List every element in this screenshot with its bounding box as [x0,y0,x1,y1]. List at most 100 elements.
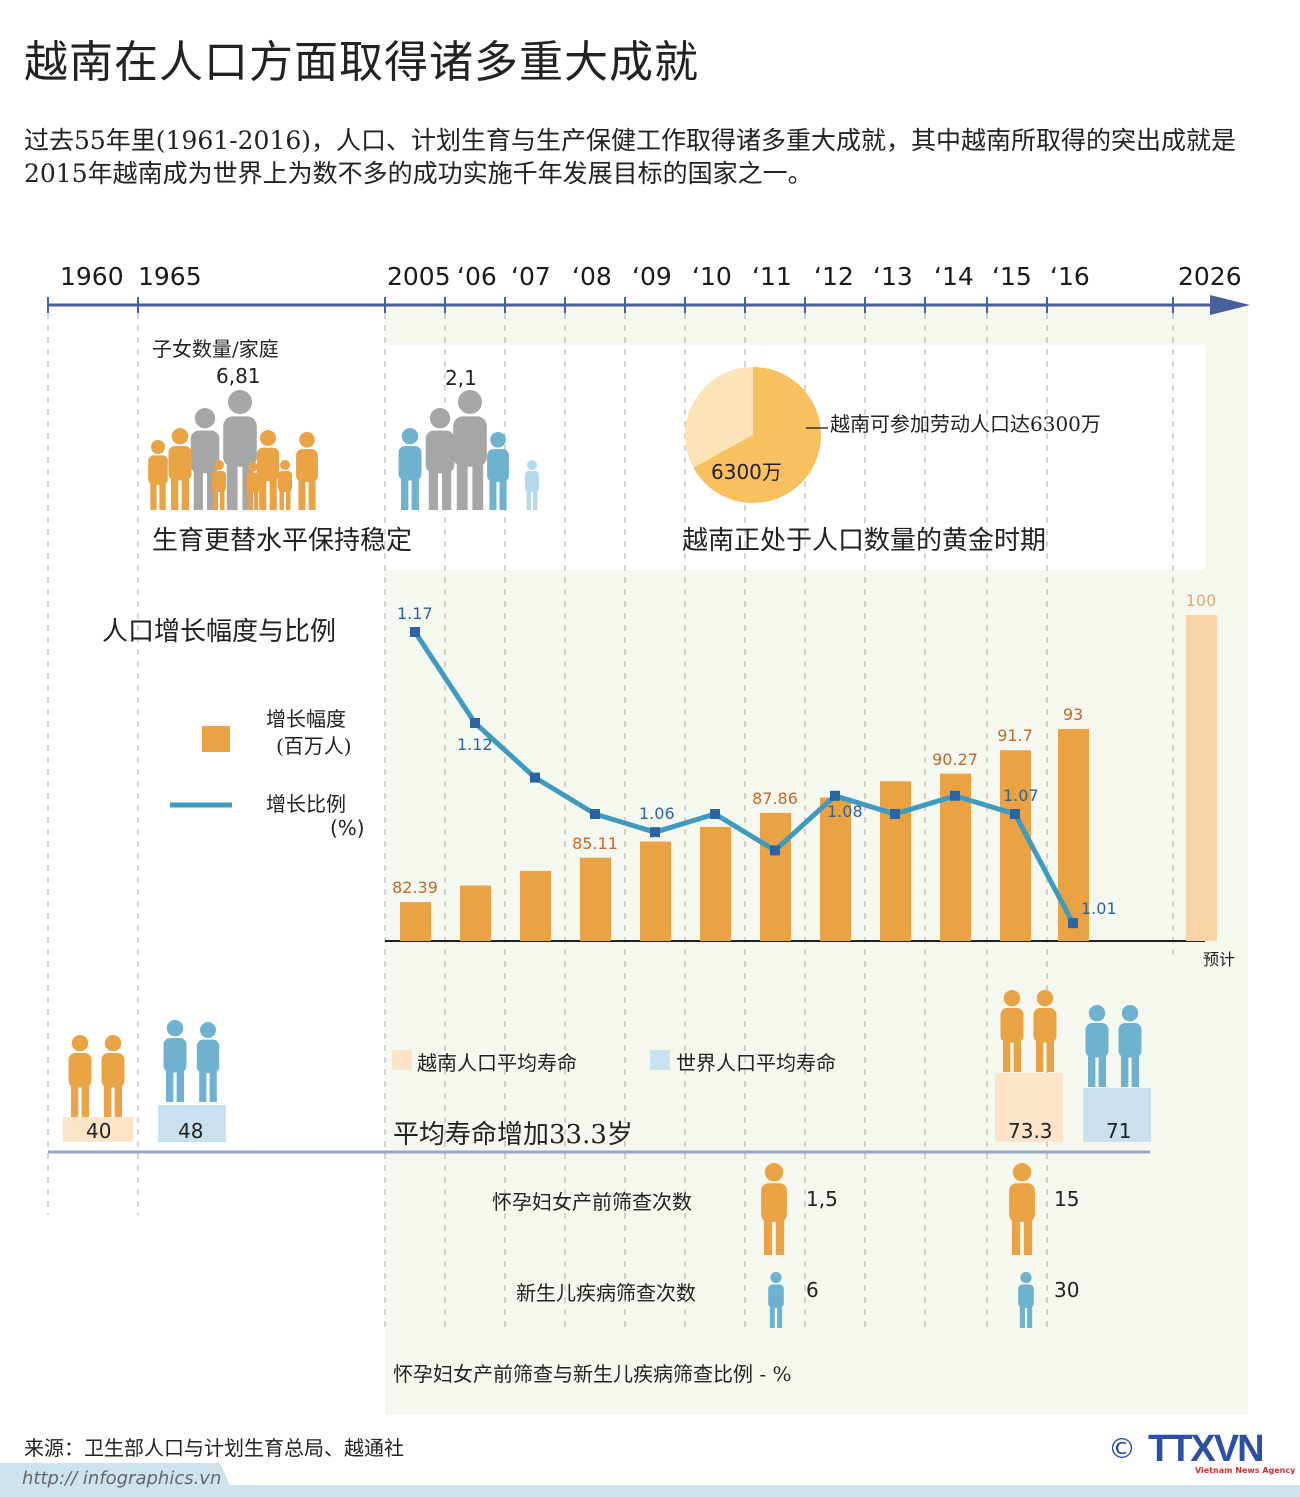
children-before-value: 6,81 [216,364,261,388]
rate-marker-2010 [710,809,720,819]
prenatal-label: 怀孕妇女产前筛查次数 [492,1190,692,1214]
legend-line-label: 增长比例 [266,792,346,816]
vn-1960-bg [63,1117,133,1142]
timeline-label-1: 1965 [138,262,202,291]
screening-caption: 怀孕妇女产前筛查与新生儿疾病筛查比例 - % [393,1362,792,1386]
timeline-label-3: ‘06 [457,262,497,291]
elderly-man-icon [163,1019,187,1102]
children-caption: 生育更替水平保持稳定 [152,526,413,556]
bar-2010 [700,826,731,941]
timeline-label-2: 2005 [387,262,451,291]
bar-label-2011: 87.86 [752,788,798,808]
prenatal-after: 15 [1054,1187,1080,1211]
ttxvn-logo: TTXVN [1148,1428,1265,1470]
timeline-label-14: 2026 [1178,262,1242,291]
grandmother-icon [425,408,455,510]
labor-callout: 越南可参加劳动人口达6300万 [830,412,1101,436]
pregnant-woman-icon [761,1163,787,1255]
child-icon [212,460,226,510]
world-1960-value: 48 [178,1119,204,1143]
rate-marker-2013 [890,809,900,819]
bar-label-2016: 93 [1062,705,1084,725]
timeline-label-6: ‘09 [632,262,672,291]
legend-bar-label: 增长幅度 [266,707,346,731]
elderly-woman-icon [1118,1005,1142,1087]
bar-2009 [640,841,671,941]
legend-bar-unit: (百万人) [276,734,352,758]
vn-2015-bg [995,1073,1063,1142]
timeline-label-0: 1960 [60,262,124,291]
bar-2006 [460,885,491,941]
legend-world-swatch [650,1050,670,1070]
timeline-label-4: ‘07 [511,262,551,291]
timeline-label-13: ‘16 [1050,262,1090,291]
elderly-woman-icon [101,1035,125,1117]
grandfather-icon [453,390,487,510]
rate-marker-2008 [590,809,600,819]
legend-line-unit: (%) [330,816,365,840]
chart-title: 人口增长幅度与比例 [102,617,337,647]
baby-icon [768,1272,784,1328]
father-icon [398,428,422,510]
child-icon [525,460,539,510]
intro-text: 过去55年里(1961-2016)，人口、计划生育与生产保健工作取得诸多重大成就… [24,126,1237,188]
rate-marker-2012 [830,790,840,801]
rate-marker-2015 [1010,809,1020,819]
rate-marker-2006 [470,718,480,728]
newborn-label: 新生儿疾病筛查次数 [516,1281,696,1305]
legend-bar-swatch [202,726,230,752]
bar-label-2026: 100 [1185,591,1217,610]
bar-2007 [520,870,551,941]
bar-label-2015: 91.7 [997,726,1033,746]
rate-marker-2011 [770,845,780,856]
timeline-label-12: ‘15 [992,262,1032,291]
labor-caption: 越南正处于人口数量的黄金时期 [682,526,1047,556]
rate-label-2012: 1.08 [827,801,863,821]
footer-bar [0,1485,1300,1497]
rate-label-2015: 1.07 [1003,786,1039,805]
bar-2015 [1000,750,1031,941]
labor-pie [685,367,821,503]
rate-marker-2005 [410,627,420,637]
world-2015-value: 71 [1106,1119,1132,1143]
elderly-woman-icon [1033,990,1057,1072]
bar-label-2008: 85.11 [572,833,618,853]
rate-label-2005: 1.17 [397,604,433,623]
legend-vn-swatch [392,1050,412,1070]
timeline-label-7: ‘10 [692,262,732,291]
elderly-man-icon [68,1035,92,1117]
ttxvn-logo-sub: Vietnam News Agency [1195,1466,1296,1475]
rate-marker-2014 [950,790,960,801]
child-icon [256,430,280,510]
timeline-label-9: ‘12 [814,262,854,291]
bar-2008 [580,857,611,941]
forecast-note: 预计 [1203,950,1236,969]
pregnant-woman-icon [1009,1163,1035,1255]
bar-2012 [820,797,851,941]
prenatal-before: 1,5 [806,1187,838,1211]
vn-2015-value: 73.3 [1008,1119,1053,1143]
rate-marker-2007 [530,772,540,783]
timeline-label-10: ‘13 [873,262,913,291]
rate-label-2016: 1.01 [1081,899,1117,919]
source-text: 来源：卫生部人口与计划生育总局、越通社 [24,1436,404,1460]
legend-world-label: 世界人口平均寿命 [676,1051,836,1075]
elderly-man-icon [1000,990,1024,1072]
world-1960-bg [158,1105,226,1142]
bar-label-2014: 90.27 [932,749,978,769]
vn-1960-value: 40 [86,1119,112,1143]
legend-vn-label: 越南人口平均寿命 [417,1051,577,1075]
timeline-label-5: ‘08 [572,262,612,291]
rate-marker-2016 [1068,918,1078,929]
mother-icon [487,432,509,510]
child-icon [246,462,260,510]
site-link[interactable]: http:// infographics.vn [22,1468,222,1489]
newborn-before: 6 [806,1278,819,1302]
copyright-icon: © [1108,1432,1136,1465]
timeline-label-11: ‘14 [934,262,974,291]
pie-label: 6300万 [711,460,782,484]
mother-icon [148,440,168,510]
bar-2005 [400,902,431,941]
grandmother-icon [190,408,220,510]
rate-label-2009: 1.06 [639,804,675,824]
